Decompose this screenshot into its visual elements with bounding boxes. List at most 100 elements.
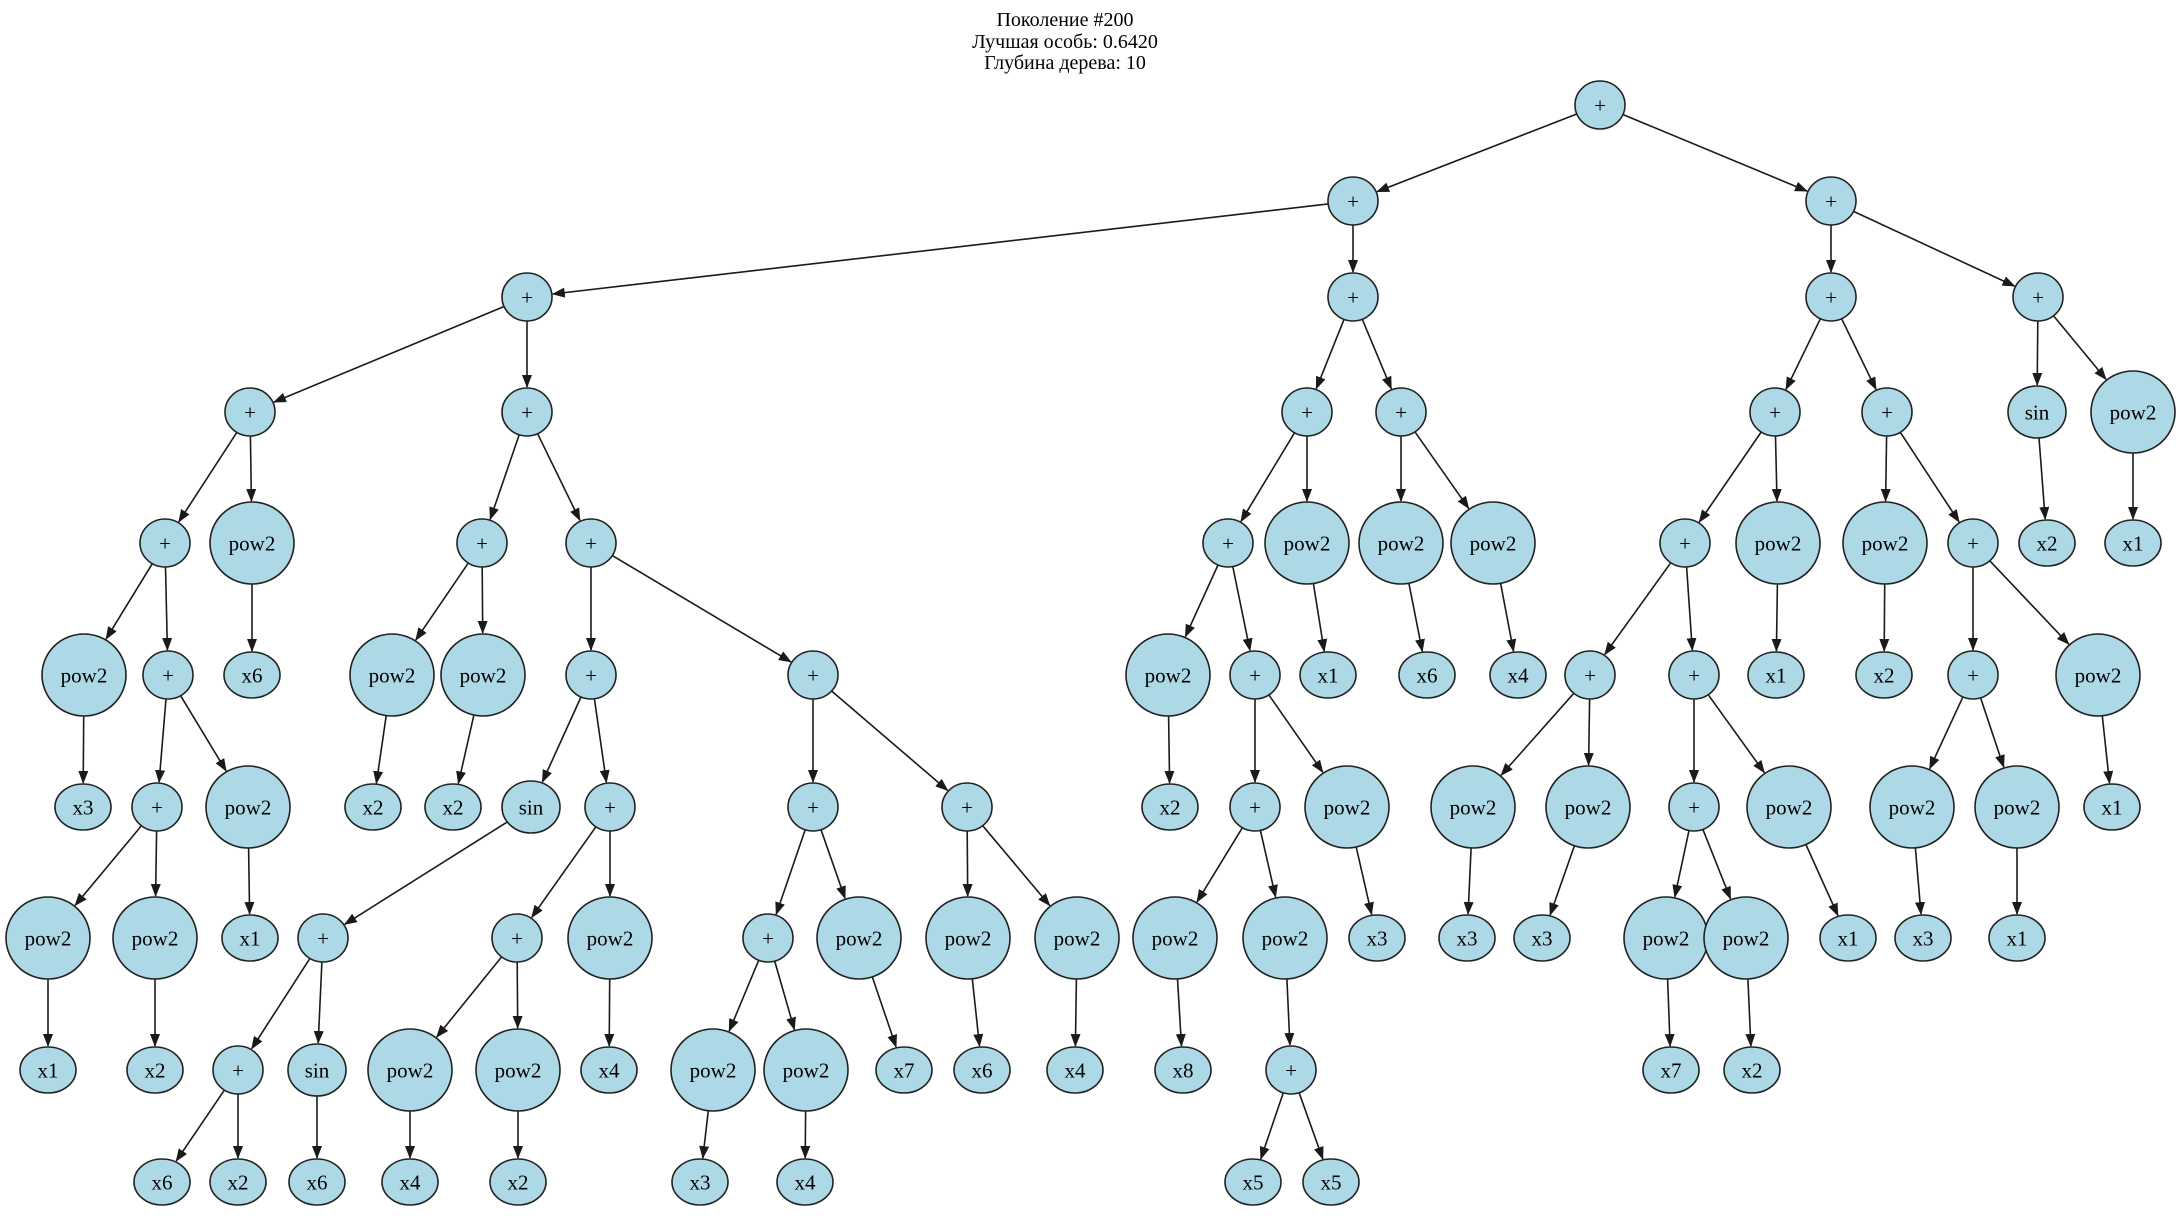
tree-node-x6: x6 <box>288 1158 346 1206</box>
node-circle <box>763 1028 849 1112</box>
tree-node-x2: x2 <box>1141 783 1199 831</box>
node-circle <box>209 1158 267 1206</box>
tree-node-pow2: pow2 <box>41 633 127 717</box>
node-label: x2 <box>2037 531 2058 555</box>
node-circle <box>367 1028 453 1112</box>
node-circle <box>344 783 402 831</box>
tree-edge <box>1853 210 2016 287</box>
node-label: + <box>317 926 329 950</box>
tree-edge <box>962 830 973 897</box>
tree-node-pow2: pow2 <box>5 896 91 980</box>
tree-node-x6: x6 <box>223 651 281 699</box>
node-label: + <box>521 285 533 309</box>
node-circle <box>1668 650 1720 700</box>
tree-node-pow2: pow2 <box>1125 633 1211 717</box>
tree-edge <box>1184 564 1219 638</box>
node-label: + <box>961 795 973 819</box>
node-label: + <box>1222 531 1234 555</box>
node-label: + <box>762 926 774 950</box>
tree-edge <box>593 698 610 784</box>
node-label: pow2 <box>1378 531 1425 555</box>
node-circle <box>54 783 112 831</box>
node-label: pow2 <box>1262 926 1309 950</box>
tree-node-x1: x1 <box>1819 914 1877 962</box>
node-circle <box>1229 782 1281 832</box>
node-label: sin <box>305 1058 330 1082</box>
node-circle <box>1125 633 1211 717</box>
node-circle <box>925 896 1011 980</box>
tree-edge <box>415 562 469 641</box>
node-label: + <box>1967 663 1979 687</box>
node-circle <box>2055 633 2141 717</box>
tree-edge <box>1672 830 1690 898</box>
tree-edge <box>1707 694 1765 774</box>
tree-edge <box>1284 978 1295 1046</box>
node-circle <box>1749 387 1801 437</box>
node-label: pow2 <box>225 795 272 819</box>
node-label: + <box>232 1058 244 1082</box>
node-label: + <box>159 531 171 555</box>
node-circle <box>1805 176 1857 226</box>
node-label: x2 <box>1742 1058 1763 1082</box>
tree-edge <box>551 203 1329 298</box>
tree-edge <box>611 554 792 663</box>
node-circle <box>1947 650 1999 700</box>
node-label: + <box>585 531 597 555</box>
tree-node-plus: + <box>742 913 794 963</box>
node-label: x3 <box>73 795 94 819</box>
node-label: x1 <box>2007 926 2028 950</box>
tree-edge <box>78 715 89 784</box>
tree-edge <box>1408 583 1425 653</box>
node-label: x6 <box>1417 663 1438 687</box>
node-circle <box>941 782 993 832</box>
node-label: + <box>521 400 533 424</box>
node-label: pow2 <box>25 926 72 950</box>
graph-title: Поколение #200 Лучшая особь: 0.6420 Глуб… <box>972 9 1158 75</box>
tree-node-plus: + <box>1805 176 1857 226</box>
tree-edge <box>1698 431 1762 523</box>
node-circle <box>1224 1158 1282 1206</box>
node-circle <box>2090 370 2176 454</box>
tree-node-plus: + <box>501 387 553 437</box>
tree-node-x3: x3 <box>1513 914 1571 962</box>
tree-node-x4: x4 <box>1046 1046 1104 1094</box>
tree-node-pow2: pow2 <box>112 896 198 980</box>
tree-node-plus: + <box>501 272 553 322</box>
node-circle <box>776 1158 834 1206</box>
tree-edge <box>246 435 257 502</box>
tree-edge <box>1899 431 1960 523</box>
tree-node-x4: x4 <box>580 1046 638 1094</box>
node-label: pow2 <box>587 926 634 950</box>
tree-node-plus: + <box>224 387 276 437</box>
node-circle <box>1141 783 1199 831</box>
tree-node-plus: + <box>491 913 543 963</box>
tree-edge <box>1583 698 1594 766</box>
node-circle <box>1132 896 1218 980</box>
node-label: x6 <box>152 1170 173 1194</box>
node-circle <box>2083 783 2141 831</box>
tree-node-plus: + <box>1574 80 1626 130</box>
tree-node-x2: x2 <box>424 783 482 831</box>
tree-edge <box>512 961 523 1029</box>
node-label: pow2 <box>61 663 108 687</box>
tree-node-plus: + <box>1229 782 1281 832</box>
node-circle <box>224 387 276 437</box>
tree-edge <box>1298 1092 1324 1160</box>
node-label: + <box>1285 1058 1297 1082</box>
node-label: pow2 <box>2110 400 2157 424</box>
tree-node-x1: x1 <box>1747 651 1805 699</box>
tree-node-plus: + <box>1281 387 1333 437</box>
node-circle <box>787 650 839 700</box>
node-label: pow2 <box>1145 663 1192 687</box>
tree-edge <box>1196 827 1244 903</box>
node-label: + <box>1249 663 1261 687</box>
node-circle <box>1842 501 1928 585</box>
tree-edge <box>477 566 488 634</box>
tree-edge <box>1622 113 1809 192</box>
tree-edge <box>1702 829 1732 900</box>
node-circle <box>1855 651 1913 699</box>
node-circle <box>501 387 553 437</box>
node-circle <box>212 1045 264 1095</box>
node-circle <box>112 896 198 980</box>
